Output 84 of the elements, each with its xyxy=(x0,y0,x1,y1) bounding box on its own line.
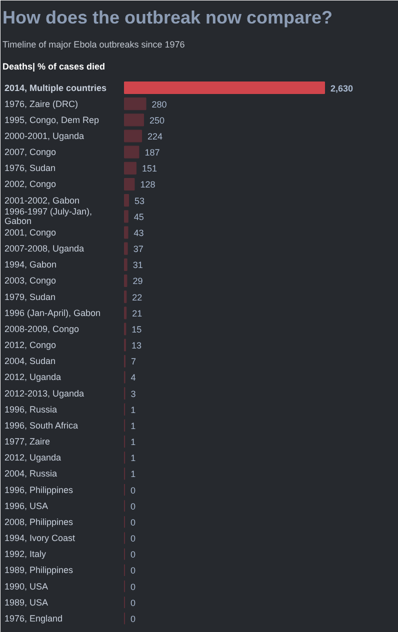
y-tick-label: 1976, Sudan xyxy=(4,163,56,174)
data-label: 7 xyxy=(131,356,136,367)
y-tick-label: 2007, Congo xyxy=(4,147,56,158)
y-tick-label: 2004, Russia xyxy=(4,468,58,479)
bar xyxy=(124,146,140,158)
data-label: 0 xyxy=(130,501,136,512)
data-label: 15 xyxy=(132,324,142,334)
y-tick-label: 2014, Multiple countries xyxy=(4,82,107,93)
data-label: 3 xyxy=(130,388,136,399)
data-label: 0 xyxy=(130,614,136,624)
data-label: 2,630 xyxy=(330,83,354,94)
data-label: 4 xyxy=(130,372,136,383)
bar xyxy=(124,114,144,126)
data-label: 21 xyxy=(132,308,142,318)
y-tick-label: 1996, South Africa xyxy=(4,420,78,430)
y-tick-label: 2001-2002, Gabon xyxy=(4,195,80,206)
bar xyxy=(124,226,128,239)
y-tick-label: 2012, Uganda xyxy=(4,452,62,463)
y-tick-label: 2001, Congo xyxy=(4,227,56,238)
data-label: 1 xyxy=(130,437,136,448)
data-label: 250 xyxy=(150,115,165,126)
y-tick-label: 2012, Uganda xyxy=(4,372,62,382)
bar xyxy=(124,81,325,94)
bar xyxy=(124,162,136,174)
y-tick-label: 2003, Congo xyxy=(4,276,56,286)
bar xyxy=(124,274,128,288)
y-tick-label: 2000-2001, Uganda xyxy=(4,131,84,142)
y-tick-label: 2012-2013, Uganda xyxy=(4,388,84,398)
data-label: 0 xyxy=(130,566,136,576)
bar xyxy=(124,98,146,110)
y-tick-label: 1996, USA xyxy=(4,500,48,511)
y-tick-label: 1994, Gabon xyxy=(4,260,57,270)
data-label: 0 xyxy=(130,582,136,592)
data-label: 13 xyxy=(131,340,142,351)
data-label: 45 xyxy=(134,212,144,222)
data-label: 0 xyxy=(130,534,136,544)
data-label: 224 xyxy=(148,132,163,142)
bar xyxy=(124,210,128,223)
data-label: 1 xyxy=(130,453,136,464)
bar xyxy=(124,258,128,271)
y-tick-label: 1990, USA xyxy=(4,581,48,592)
y-tick-label: 1989, USA xyxy=(4,597,48,608)
text: Deaths| % of cases died xyxy=(2,62,106,72)
data-label: 0 xyxy=(130,598,136,608)
data-label: 37 xyxy=(133,244,144,254)
y-tick-label: 1976, Zaire (DRC) xyxy=(4,98,78,109)
y-tick-label: 1976, England xyxy=(4,613,63,624)
data-label: 187 xyxy=(144,148,160,158)
y-tick-label: 2007-2008, Uganda xyxy=(4,244,84,254)
data-label: 0 xyxy=(130,517,136,528)
y-tick-label: 1996, Russia xyxy=(4,404,58,414)
data-label: 1 xyxy=(130,404,136,415)
data-label: 43 xyxy=(134,228,144,238)
y-tick-label: 1977, Zaire xyxy=(4,436,50,447)
y-tick-label: 1995, Congo, Dem Rep xyxy=(4,114,100,125)
y-tick-label: 2012, Congo xyxy=(4,340,56,350)
y-tick-label: 2004, Sudan xyxy=(4,356,56,366)
chart-subtitle: Timeline of major Ebola outbreaks since 1976 xyxy=(2,40,185,50)
data-label: 29 xyxy=(132,276,143,286)
bar xyxy=(124,130,142,142)
chart-title: How does the outbreak now compare? xyxy=(2,8,333,28)
y-tick-label: 1994, Ivory Coast xyxy=(4,533,76,544)
bar xyxy=(124,178,135,191)
data-label: 31 xyxy=(132,260,143,270)
y-tick-label: 1996 (Jan-April), Gabon xyxy=(4,308,101,318)
data-label: 151 xyxy=(142,164,158,174)
data-label: 53 xyxy=(134,196,145,206)
data-label: 22 xyxy=(132,292,142,302)
y-tick-label: 2008, Philippines xyxy=(4,516,74,527)
data-label: 1 xyxy=(130,469,136,480)
y-tick-label: 1996, Philippines xyxy=(4,484,74,495)
data-label: 0 xyxy=(130,550,136,560)
data-label: 1 xyxy=(130,420,136,431)
y-tick-label: 1996-1997 (July-Jan), Gabon xyxy=(4,206,92,226)
y-tick-label: 2002, Congo xyxy=(4,179,56,190)
y-tick-label: 2008-2009, Congo xyxy=(4,324,80,334)
y-tick-label: 1979, Sudan xyxy=(4,292,56,302)
bar xyxy=(124,242,128,255)
data-label: 0 xyxy=(130,485,136,496)
y-tick-label: 1989, Philippines xyxy=(4,565,74,576)
data-label: 128 xyxy=(140,180,156,190)
y-tick-label: 1992, Italy xyxy=(4,549,47,560)
bar xyxy=(124,194,130,207)
data-label: 280 xyxy=(152,99,167,110)
